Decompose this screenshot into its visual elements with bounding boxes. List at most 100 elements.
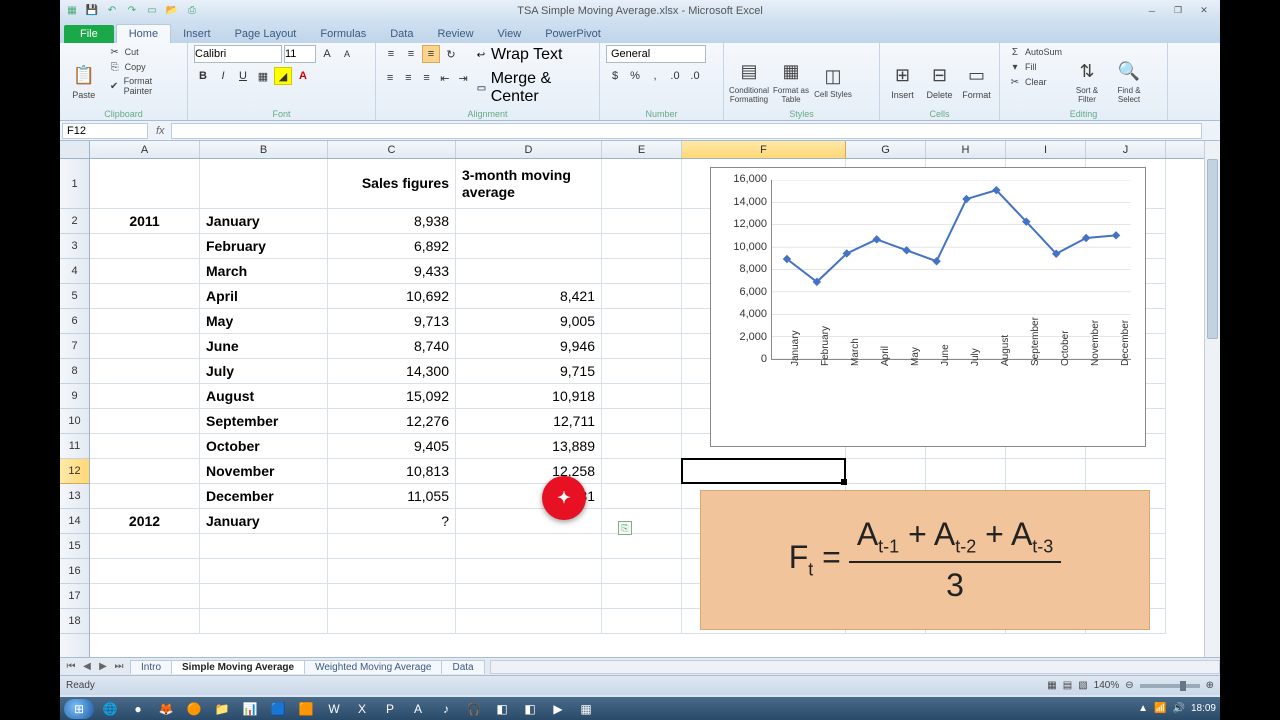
cell-B12[interactable]: November — [200, 459, 328, 484]
clear-button[interactable]: ✂Clear — [1006, 75, 1064, 89]
tab-formulas[interactable]: Formulas — [308, 25, 378, 43]
cell-B10[interactable]: September — [200, 409, 328, 434]
col-header-E[interactable]: E — [602, 141, 682, 158]
tray-network-icon[interactable]: 📶 — [1154, 703, 1166, 714]
format-button[interactable]: ▭Format — [960, 45, 993, 118]
clock[interactable]: 18:09 — [1191, 703, 1216, 714]
row-header-12[interactable]: 12 — [60, 459, 89, 484]
row-header-2[interactable]: 2 — [60, 209, 89, 234]
col-header-D[interactable]: D — [456, 141, 602, 158]
taskbar-app-icon[interactable]: X — [350, 700, 374, 718]
taskbar-app-icon[interactable]: 🟠 — [182, 700, 206, 718]
cell-A4[interactable] — [90, 259, 200, 284]
font-color-button[interactable]: A — [294, 67, 312, 85]
cell-styles-button[interactable]: ◫Cell Styles — [814, 45, 852, 118]
cell-F12[interactable] — [682, 459, 846, 484]
insert-button[interactable]: ⊞Insert — [886, 45, 919, 118]
orientation-icon[interactable]: ↻ — [442, 45, 460, 63]
view-break-icon[interactable]: ▧ — [1078, 680, 1087, 691]
redo-icon[interactable]: ↷ — [124, 3, 140, 19]
tab-powerpivot[interactable]: PowerPivot — [533, 25, 613, 43]
delete-button[interactable]: ⊟Delete — [923, 45, 956, 118]
cell-C7[interactable]: 8,740 — [328, 334, 456, 359]
taskbar-app-icon[interactable]: P — [378, 700, 402, 718]
cell-A18[interactable] — [90, 609, 200, 634]
find-select-button[interactable]: 🔍Find & Select — [1110, 45, 1148, 118]
font-size-select[interactable] — [284, 45, 316, 63]
row-header-15[interactable]: 15 — [60, 534, 89, 559]
taskbar-app-icon[interactable]: 🌐 — [98, 700, 122, 718]
cell-D10[interactable]: 12,711 — [456, 409, 602, 434]
name-box[interactable] — [62, 123, 148, 139]
cut-button[interactable]: ✂Cut — [106, 45, 181, 59]
cell-E5[interactable] — [602, 284, 682, 309]
taskbar-app-icon[interactable]: 📊 — [238, 700, 262, 718]
cell-A11[interactable] — [90, 434, 200, 459]
zoom-out-button[interactable]: ⊖ — [1125, 680, 1133, 691]
col-header-H[interactable]: H — [926, 141, 1006, 158]
fill-color-button[interactable]: ◢ — [274, 67, 292, 85]
tab-file[interactable]: File — [64, 25, 114, 43]
row-header-17[interactable]: 17 — [60, 584, 89, 609]
underline-button[interactable]: U — [234, 67, 252, 85]
cell-C10[interactable]: 12,276 — [328, 409, 456, 434]
taskbar-app-icon[interactable]: ◧ — [490, 700, 514, 718]
cell-B1[interactable] — [200, 159, 328, 209]
cell-C14[interactable]: ? — [328, 509, 456, 534]
zoom-in-button[interactable]: ⊕ — [1206, 680, 1214, 691]
tab-data[interactable]: Data — [378, 25, 425, 43]
col-header-B[interactable]: B — [200, 141, 328, 158]
cell-C13[interactable]: 11,055 — [328, 484, 456, 509]
cell-C18[interactable] — [328, 609, 456, 634]
cell-D7[interactable]: 9,946 — [456, 334, 602, 359]
cell-C8[interactable]: 14,300 — [328, 359, 456, 384]
tab-view[interactable]: View — [486, 25, 534, 43]
number-format-select[interactable]: General — [606, 45, 706, 63]
cell-E18[interactable] — [602, 609, 682, 634]
row-header-4[interactable]: 4 — [60, 259, 89, 284]
cell-D3[interactable] — [456, 234, 602, 259]
taskbar-app-icon[interactable]: ● — [126, 700, 150, 718]
cell-D17[interactable] — [456, 584, 602, 609]
cell-E9[interactable] — [602, 384, 682, 409]
cell-E14[interactable] — [602, 509, 682, 534]
cell-B7[interactable]: June — [200, 334, 328, 359]
row-header-3[interactable]: 3 — [60, 234, 89, 259]
cell-B8[interactable]: July — [200, 359, 328, 384]
cell-E6[interactable] — [602, 309, 682, 334]
bold-button[interactable]: B — [194, 67, 212, 85]
paste-button[interactable]: 📋 Paste — [66, 45, 102, 118]
cell-B15[interactable] — [200, 534, 328, 559]
cell-A15[interactable] — [90, 534, 200, 559]
cell-E12[interactable] — [602, 459, 682, 484]
cell-B16[interactable] — [200, 559, 328, 584]
cell-D15[interactable] — [456, 534, 602, 559]
cell-D8[interactable]: 9,715 — [456, 359, 602, 384]
sheet-tab[interactable]: Simple Moving Average — [171, 660, 305, 674]
format-table-button[interactable]: ▦Format as Table — [772, 45, 810, 118]
cell-E4[interactable] — [602, 259, 682, 284]
col-header-I[interactable]: I — [1006, 141, 1086, 158]
cell-D1[interactable]: 3-month moving average — [456, 159, 602, 209]
cell-D18[interactable] — [456, 609, 602, 634]
col-header-C[interactable]: C — [328, 141, 456, 158]
dec-decimal-icon[interactable]: .0 — [686, 67, 704, 85]
cell-B11[interactable]: October — [200, 434, 328, 459]
cell-A1[interactable] — [90, 159, 200, 209]
cell-A5[interactable] — [90, 284, 200, 309]
cell-E11[interactable] — [602, 434, 682, 459]
col-header-F[interactable]: F — [682, 141, 846, 158]
cell-D4[interactable] — [456, 259, 602, 284]
align-bottom-icon[interactable]: ≡ — [422, 45, 440, 63]
fx-icon[interactable]: fx — [150, 125, 171, 137]
cell-A6[interactable] — [90, 309, 200, 334]
cell-B6[interactable]: May — [200, 309, 328, 334]
cell-C11[interactable]: 9,405 — [328, 434, 456, 459]
cell-B4[interactable]: March — [200, 259, 328, 284]
cell-A13[interactable] — [90, 484, 200, 509]
grow-font-icon[interactable]: A — [318, 45, 336, 63]
cell-B14[interactable]: January — [200, 509, 328, 534]
row-header-6[interactable]: 6 — [60, 309, 89, 334]
cell-C9[interactable]: 15,092 — [328, 384, 456, 409]
format-painter-button[interactable]: ✔Format Painter — [106, 75, 181, 97]
